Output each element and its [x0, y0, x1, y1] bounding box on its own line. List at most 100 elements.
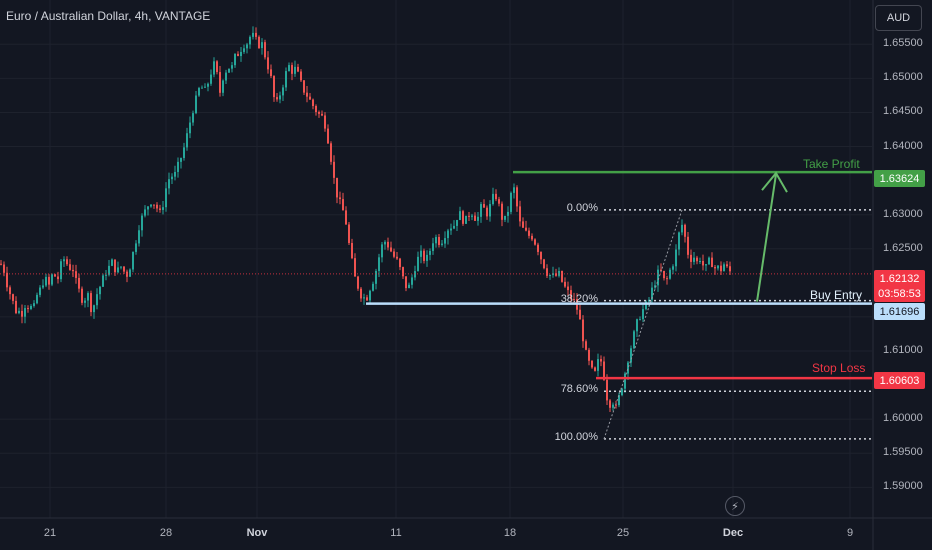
- candle-body: [468, 215, 470, 217]
- price-tick-label: 1.65500: [883, 37, 923, 50]
- candle-body: [549, 275, 551, 277]
- chart-grid: [0, 0, 872, 518]
- candle-body: [678, 232, 680, 250]
- candle-body: [303, 80, 305, 93]
- candle-body: [564, 281, 566, 287]
- time-tick-label: 25: [616, 527, 630, 539]
- candle-body: [210, 74, 212, 84]
- candle-body: [585, 341, 587, 350]
- candle-body: [723, 264, 725, 272]
- candle-body: [147, 206, 149, 210]
- candle-body: [117, 267, 119, 273]
- candle-body: [327, 128, 329, 144]
- candle-body: [717, 265, 719, 269]
- candle-body: [489, 204, 491, 217]
- candle-body: [255, 32, 257, 37]
- candle-body: [72, 269, 74, 272]
- candle-body: [84, 300, 86, 303]
- target-arrow-head: [761, 171, 788, 193]
- candle-body: [30, 305, 32, 309]
- candle-series: [0, 26, 731, 413]
- candle-body: [204, 86, 206, 88]
- candle-body: [276, 97, 278, 100]
- price-tick-label: 1.59500: [883, 446, 923, 459]
- candle-body: [729, 266, 731, 272]
- candle-body: [603, 361, 605, 380]
- candle-body: [399, 258, 401, 268]
- candle-body: [252, 32, 254, 37]
- price-tick-label: 1.65000: [883, 71, 923, 84]
- candle-body: [690, 254, 692, 262]
- price-tick-label: 1.61000: [883, 344, 923, 356]
- candle-body: [642, 309, 644, 320]
- candle-body: [432, 243, 434, 251]
- candle-body: [624, 373, 626, 389]
- candle-body: [51, 274, 53, 285]
- candle-body: [237, 53, 239, 57]
- candle-body: [162, 207, 164, 210]
- fib-trend-line: [603, 209, 683, 440]
- candle-body: [183, 147, 185, 159]
- buy-entry-label: Buy Entry: [810, 288, 863, 302]
- candle-body: [228, 68, 230, 73]
- candle-body: [456, 220, 458, 226]
- currency-button[interactable]: AUD: [875, 5, 922, 31]
- candle-body: [522, 221, 524, 228]
- candle-body: [462, 211, 464, 224]
- candle-body: [495, 193, 497, 200]
- candle-body: [501, 203, 503, 220]
- candle-body: [480, 204, 482, 217]
- candle-body: [189, 122, 191, 134]
- candle-body: [33, 303, 35, 306]
- candle-body: [291, 65, 293, 74]
- candle-body: [243, 48, 245, 52]
- target-arrow: [756, 174, 777, 302]
- candle-body: [636, 319, 638, 332]
- candle-body: [351, 242, 353, 259]
- candle-body: [348, 224, 350, 243]
- candle-body: [246, 44, 248, 49]
- price-tick-label: 1.64500: [883, 105, 923, 118]
- candle-body: [336, 177, 338, 198]
- lightning-icon[interactable]: ⚡: [725, 496, 745, 516]
- candle-body: [342, 199, 344, 211]
- candle-body: [108, 265, 110, 275]
- candle-body: [357, 276, 359, 289]
- candle-body: [180, 158, 182, 162]
- candle-body: [720, 265, 722, 272]
- candle-body: [354, 258, 356, 277]
- candle-body: [654, 285, 656, 288]
- candle-body: [555, 273, 557, 276]
- candle-body: [339, 197, 341, 200]
- candle-body: [63, 259, 65, 262]
- candle-body: [630, 348, 632, 363]
- candle-body: [360, 288, 362, 299]
- candle-body: [78, 277, 80, 289]
- candle-body: [423, 250, 425, 261]
- candle-body: [393, 251, 395, 257]
- candle-body: [660, 269, 662, 271]
- candle-body: [588, 349, 590, 361]
- candle-body: [696, 257, 698, 262]
- candle-body: [201, 87, 203, 89]
- candle-body: [366, 297, 368, 301]
- candle-body: [132, 251, 134, 270]
- candle-body: [684, 224, 686, 237]
- candle-body: [594, 367, 596, 371]
- candle-body: [543, 259, 545, 269]
- fib-level-label: 100.00%: [554, 430, 598, 443]
- candle-body: [54, 274, 56, 277]
- candle-body: [669, 269, 671, 279]
- candle-body: [534, 239, 536, 245]
- countdown-badge: 03:58:53: [874, 285, 925, 302]
- candle-body: [558, 270, 560, 276]
- candle-body: [633, 331, 635, 349]
- candle-body: [708, 257, 710, 265]
- candle-body: [657, 269, 659, 286]
- candle-body: [264, 42, 266, 58]
- candle-body: [105, 274, 107, 276]
- candle-body: [510, 192, 512, 212]
